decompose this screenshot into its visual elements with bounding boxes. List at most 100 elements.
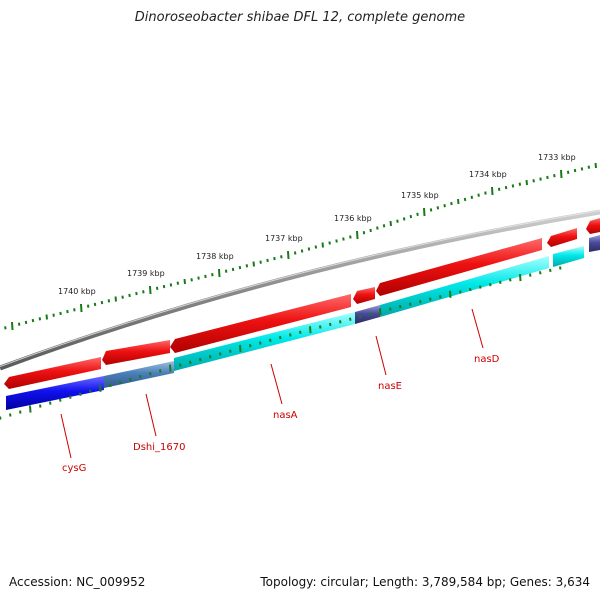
lower-tick xyxy=(189,360,192,365)
scale-tick xyxy=(511,184,515,188)
scale-tick xyxy=(349,235,352,239)
scale-tick xyxy=(183,278,186,285)
kbp-scale-track xyxy=(4,162,597,331)
lower-tick xyxy=(9,413,12,417)
scale-tick xyxy=(45,314,48,320)
scale-tick xyxy=(24,320,28,325)
scale-tick xyxy=(293,251,297,255)
lower-tick xyxy=(319,325,322,329)
lower-tick xyxy=(269,338,272,342)
scale-tick xyxy=(573,168,577,173)
lower-tick xyxy=(329,322,332,327)
scale-tick xyxy=(93,302,97,307)
gene-Dshi_1670[interactable] xyxy=(104,361,174,388)
forward-cds[interactable] xyxy=(102,340,170,365)
gene-labels: cysG Dshi_1670 nasA nasE nasD xyxy=(60,308,500,474)
lower-tick xyxy=(129,377,132,382)
scale-tick xyxy=(463,197,467,202)
scale-tick xyxy=(504,185,508,190)
lower-tick xyxy=(69,395,72,399)
lower-tick xyxy=(469,287,472,292)
scale-tick xyxy=(280,255,283,259)
scale-tick xyxy=(121,295,124,299)
scale-tick xyxy=(80,303,83,313)
reverse-cds[interactable] xyxy=(589,235,600,252)
scale-tick xyxy=(429,208,433,212)
gene-label-nasA: nasA xyxy=(273,410,298,421)
scale-tick xyxy=(231,267,235,272)
scale-tick xyxy=(190,278,193,282)
gene-nasD[interactable] xyxy=(380,256,549,317)
scale-tick xyxy=(470,195,474,199)
scale-tick xyxy=(114,296,117,302)
lower-tick xyxy=(149,372,152,376)
gene-cysG[interactable] xyxy=(6,376,104,410)
scale-tick xyxy=(314,245,318,249)
kbp-label: 1735 kbp xyxy=(401,191,439,200)
kbp-labels: 1733 kbp 1734 kbp 1735 kbp 1736 kbp 1737 kbp… xyxy=(58,153,576,296)
scale-tick xyxy=(362,231,366,235)
scale-tick xyxy=(457,198,460,205)
scale-tick xyxy=(287,250,290,260)
forward-cds[interactable] xyxy=(586,218,600,234)
lower-tick xyxy=(279,335,282,340)
forward-cds[interactable] xyxy=(547,228,577,247)
scale-tick xyxy=(587,165,591,169)
lower-tick xyxy=(59,398,62,402)
lower-tick xyxy=(39,404,42,408)
lower-tick xyxy=(559,266,562,270)
lower-tick xyxy=(169,364,172,372)
lower-tick xyxy=(109,383,112,388)
lower-tick xyxy=(229,349,232,353)
scale-tick xyxy=(73,308,76,312)
scale-tick xyxy=(245,264,249,268)
scale-tick xyxy=(539,177,542,181)
scale-tick xyxy=(155,286,159,290)
gene-label-cysG: cysG xyxy=(62,463,86,474)
scale-tick xyxy=(252,261,255,267)
map-title: Dinoroseobacter shibae DFL 12, complete … xyxy=(134,10,466,25)
scale-tick xyxy=(416,212,419,216)
forward-cds[interactable] xyxy=(170,294,351,353)
scale-tick xyxy=(402,217,406,221)
scale-tick xyxy=(100,300,104,305)
scale-tick xyxy=(491,186,494,196)
scale-tick xyxy=(566,170,570,174)
forward-cds[interactable] xyxy=(376,238,542,296)
reverse-cds[interactable] xyxy=(553,246,584,267)
kbp-label: 1737 kbp xyxy=(265,234,303,243)
kbp-label: 1740 kbp xyxy=(58,287,96,296)
scale-tick xyxy=(142,290,145,294)
scale-tick xyxy=(204,274,207,279)
scale-tick xyxy=(52,313,55,317)
scale-tick xyxy=(594,162,597,169)
kbp-label: 1734 kbp xyxy=(469,170,507,179)
lower-tick xyxy=(499,280,502,284)
genome-backbone xyxy=(0,209,600,371)
scale-tick xyxy=(300,249,304,253)
forward-cds[interactable] xyxy=(4,357,101,389)
lower-tick xyxy=(449,290,452,298)
scale-tick xyxy=(436,206,440,210)
scale-tick xyxy=(409,214,413,219)
scale-tick xyxy=(273,256,276,261)
scale-tick xyxy=(321,242,324,248)
scale-tick xyxy=(477,193,480,197)
lower-tick xyxy=(519,273,522,282)
lower-tick xyxy=(119,380,122,385)
gene-label-nasE: nasE xyxy=(378,381,402,392)
scale-tick xyxy=(443,204,446,208)
scale-tick xyxy=(107,299,111,303)
scale-tick xyxy=(162,284,166,289)
lower-tick xyxy=(99,384,102,392)
lower-tick xyxy=(239,344,242,353)
scale-tick xyxy=(328,241,331,245)
gene-nasE[interactable] xyxy=(355,305,380,324)
lower-tick xyxy=(419,300,422,304)
scale-tick xyxy=(560,169,563,179)
forward-cds[interactable] xyxy=(353,287,375,304)
scale-tick xyxy=(176,281,180,285)
lower-tick xyxy=(479,285,482,289)
lower-tick xyxy=(369,312,372,316)
